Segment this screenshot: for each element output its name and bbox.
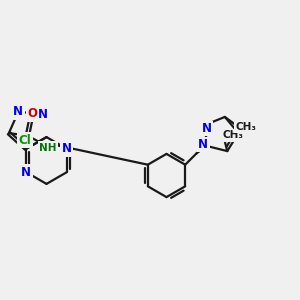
Text: Cl: Cl [18, 134, 31, 147]
Text: NH: NH [39, 142, 57, 152]
Text: N: N [14, 105, 23, 118]
Text: N: N [62, 142, 72, 155]
Text: O: O [28, 107, 38, 120]
Text: N: N [202, 122, 212, 135]
Text: CH₃: CH₃ [223, 130, 244, 140]
Text: CH₃: CH₃ [236, 122, 256, 132]
Text: N: N [38, 108, 48, 121]
Text: N: N [198, 138, 208, 151]
Text: N: N [21, 166, 31, 179]
